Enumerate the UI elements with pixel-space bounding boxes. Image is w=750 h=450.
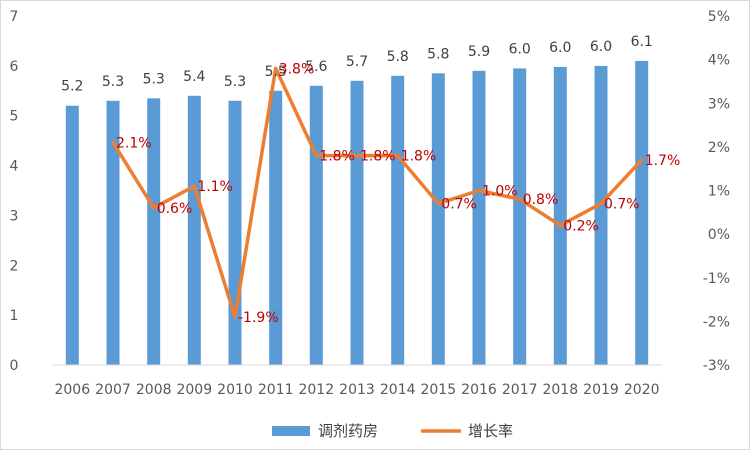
y-right-tick-label: -1% <box>703 271 730 287</box>
bar-value-label: 6.0 <box>590 39 612 55</box>
rate-value-label: 0.7% <box>604 197 640 213</box>
rate-value-label: -1.9% <box>238 310 279 326</box>
rate-value-label: 1.8% <box>401 149 437 165</box>
y-right-tick-label: 0% <box>708 227 730 243</box>
rate-value-label: 1.0% <box>482 184 518 200</box>
legend-line-label: 增长率 <box>468 422 513 440</box>
x-tick-label: 2012 <box>298 382 334 398</box>
bar-value-label: 5.2 <box>61 79 83 95</box>
bar-value-label: 6.1 <box>631 34 653 50</box>
bar-2019 <box>594 65 608 366</box>
bar-value-label: 5.5 <box>265 64 287 80</box>
x-tick-label: 2018 <box>542 382 578 398</box>
bar-2011 <box>269 90 283 366</box>
y-left-tick-label: 2 <box>10 258 19 274</box>
y-right-tick-label: -3% <box>703 358 730 374</box>
bar-value-label: 5.4 <box>183 69 205 85</box>
x-tick-label: 2007 <box>95 382 131 398</box>
rate-value-label: 0.7% <box>441 197 477 213</box>
rate-value-label: 1.8% <box>319 149 355 165</box>
x-tick-label: 2017 <box>502 382 538 398</box>
bar-value-label: 6.0 <box>509 41 531 57</box>
y-right-tick-label: 2% <box>708 140 730 156</box>
bar-value-label: 5.8 <box>427 46 449 62</box>
bar-value-label: 5.9 <box>468 44 490 60</box>
growth-rate-line <box>111 66 644 319</box>
rate-value-label: 1.1% <box>197 179 233 195</box>
y-left-tick-label: 0 <box>10 358 19 374</box>
rate-value-label: 0.2% <box>563 218 599 234</box>
bar-2017 <box>513 68 527 366</box>
bars-layer <box>65 60 649 366</box>
x-tick-label: 2011 <box>258 382 294 398</box>
bar-2016 <box>472 70 486 366</box>
x-tick-label: 2008 <box>136 382 172 398</box>
legend-bar-label: 调剂药房 <box>318 422 378 440</box>
bar-2009 <box>187 95 201 366</box>
x-tick-label: 2006 <box>54 382 90 398</box>
line-layer <box>111 66 644 319</box>
y-right-tick-label: 5% <box>708 9 730 25</box>
bar-2012 <box>309 85 323 366</box>
y-left-tick-label: 7 <box>10 9 19 25</box>
bar-value-label: 5.3 <box>224 74 246 90</box>
bar-value-label: 5.7 <box>346 54 368 70</box>
rate-value-label: 1.7% <box>645 153 681 169</box>
bar-2007 <box>106 100 120 366</box>
y-left-tick-label: 4 <box>10 159 19 175</box>
bar-value-label: 5.8 <box>387 49 409 65</box>
y-right-tick-label: 3% <box>708 96 730 112</box>
y-left-tick-label: 6 <box>10 59 19 75</box>
x-tick-label: 2013 <box>339 382 375 398</box>
bar-value-label: 5.3 <box>143 71 165 87</box>
bar-2008 <box>147 98 161 366</box>
rate-value-label: 1.8% <box>360 149 396 165</box>
x-tick-label: 2019 <box>583 382 619 398</box>
bar-value-label: 5.6 <box>305 59 327 75</box>
legend-bar-swatch <box>272 426 310 436</box>
bar-2015 <box>431 73 445 366</box>
y-left-tick-label: 1 <box>10 308 19 324</box>
bar-2018 <box>553 66 567 366</box>
x-tick-label: 2016 <box>461 382 497 398</box>
bar-2020 <box>635 60 649 366</box>
rate-value-label: 3.8% <box>279 61 315 77</box>
bar-2014 <box>391 75 405 366</box>
bar-value-label: 6.0 <box>549 40 571 56</box>
y-left-tick-label: 3 <box>10 208 19 224</box>
bar-2013 <box>350 80 364 366</box>
legend: 调剂药房 增长率 <box>272 422 513 440</box>
rate-value-label: 0.8% <box>523 192 559 208</box>
y-left-tick-label: 5 <box>10 109 19 125</box>
label-layer: 5.2 5.3 5.3 5.4 5.3 5.5 5.6 5.7 5.8 5.8 5.9 6.0 6.0 6… <box>61 34 680 326</box>
bar-2006 <box>65 105 79 365</box>
x-tick-label: 2009 <box>176 382 212 398</box>
x-tick-label: 2020 <box>624 382 660 398</box>
x-tick-label: 2010 <box>217 382 253 398</box>
axis-layer: 0 1 2 3 4 5 6 7 -3% -2% -1% 0% 1% 2% 3% 4% 5% 2006 2007 200… <box>10 9 730 398</box>
x-tick-label: 2015 <box>420 382 456 398</box>
y-right-tick-label: 4% <box>708 53 730 69</box>
y-right-tick-label: 1% <box>708 184 730 200</box>
bar-value-label: 5.3 <box>102 74 124 90</box>
x-tick-label: 2014 <box>380 382 416 398</box>
rate-value-label: 0.6% <box>157 201 193 217</box>
y-right-tick-label: -2% <box>703 314 730 330</box>
rate-value-label: 2.1% <box>116 136 152 152</box>
